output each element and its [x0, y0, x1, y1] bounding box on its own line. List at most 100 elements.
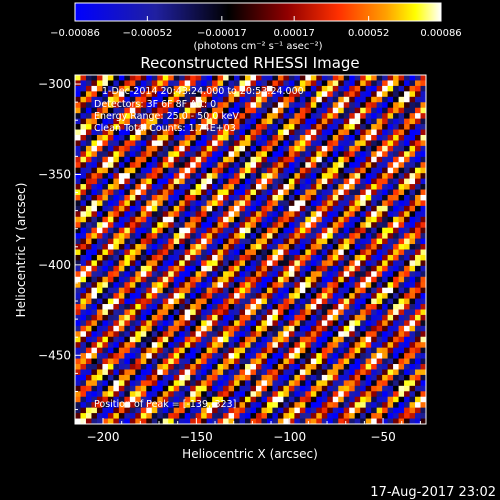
- heatmap-cell: [250, 85, 257, 92]
- heatmap-cell: [124, 391, 131, 398]
- heatmap-cell: [360, 222, 367, 229]
- heatmap-cell: [217, 342, 224, 349]
- heatmap-cell: [173, 75, 180, 81]
- heatmap-cell: [404, 358, 410, 365]
- heatmap-cell: [354, 320, 361, 327]
- heatmap-cell: [223, 129, 229, 136]
- heatmap-cell: [393, 304, 399, 310]
- heatmap-cell: [371, 314, 378, 321]
- heatmap-cell: [272, 124, 279, 130]
- heatmap-cell: [321, 227, 328, 234]
- heatmap-cell: [201, 140, 208, 147]
- heatmap-cell: [360, 211, 367, 218]
- heatmap-cell: [223, 216, 229, 223]
- heatmap-cell: [371, 205, 378, 212]
- heatmap-cell: [398, 194, 405, 201]
- heatmap-cell: [162, 391, 169, 398]
- heatmap-cell: [228, 140, 235, 147]
- heatmap-cell: [107, 113, 114, 120]
- heatmap-cell: [190, 271, 197, 278]
- heatmap-cell: [146, 402, 153, 409]
- heatmap-cell: [283, 134, 290, 141]
- heatmap-cell: [85, 260, 92, 267]
- heatmap-cell: [135, 205, 142, 212]
- heatmap-cell: [393, 173, 399, 180]
- heatmap-cell: [129, 194, 136, 201]
- heatmap-cell: [118, 407, 125, 414]
- heatmap-cell: [239, 347, 246, 354]
- heatmap-cell: [316, 320, 323, 327]
- heatmap-cell: [190, 178, 197, 185]
- heatmap-cell: [245, 320, 251, 327]
- heatmap-cell: [140, 102, 147, 109]
- heatmap-cell: [338, 364, 345, 370]
- heatmap-cell: [124, 178, 131, 185]
- heatmap-cell: [393, 200, 399, 207]
- heatmap-cell: [217, 293, 224, 299]
- heatmap-cell: [321, 156, 328, 163]
- heatmap-cell: [299, 91, 306, 98]
- heatmap-cell: [168, 91, 175, 98]
- heatmap-cell: [382, 162, 389, 169]
- heatmap-cell: [305, 287, 312, 294]
- heatmap-cell: [239, 260, 246, 267]
- heatmap-cell: [217, 162, 224, 169]
- heatmap-cell: [75, 205, 81, 212]
- heatmap-cell: [420, 407, 427, 414]
- heatmap-cell: [223, 276, 229, 283]
- heatmap-cell: [217, 194, 224, 201]
- heatmap-cell: [255, 364, 262, 370]
- heatmap-cell: [140, 96, 147, 103]
- heatmap-cell: [102, 194, 109, 201]
- heatmap-cell: [255, 374, 262, 381]
- heatmap-cell: [277, 233, 284, 239]
- heatmap-cell: [272, 418, 279, 425]
- heatmap-cell: [365, 162, 372, 169]
- heatmap-cell: [409, 320, 416, 327]
- heatmap-cell: [234, 249, 240, 256]
- heatmap-cell: [404, 336, 410, 343]
- heatmap-cell: [234, 194, 240, 201]
- heatmap-cell: [228, 233, 235, 239]
- heatmap-cell: [212, 96, 218, 103]
- heatmap-cell: [223, 413, 229, 419]
- heatmap-cell: [371, 276, 378, 283]
- heatmap-cell: [272, 80, 279, 87]
- heatmap-cell: [283, 129, 290, 136]
- heatmap-cell: [415, 233, 421, 239]
- heatmap-cell: [321, 402, 328, 409]
- heatmap-cell: [371, 385, 378, 392]
- heatmap-cell: [266, 205, 273, 212]
- heatmap-cell: [404, 162, 410, 169]
- heatmap-cell: [420, 151, 427, 158]
- heatmap-cell: [140, 353, 147, 359]
- heatmap-cell: [245, 418, 251, 425]
- heatmap-cell: [332, 396, 339, 403]
- heatmap-cell: [354, 314, 361, 321]
- heatmap-cell: [146, 129, 153, 136]
- heatmap-cell: [129, 140, 136, 147]
- heatmap-cell: [168, 276, 175, 283]
- heatmap-cell: [223, 184, 229, 190]
- heatmap-cell: [365, 189, 372, 196]
- heatmap-cell: [234, 336, 240, 343]
- heatmap-cell: [266, 216, 273, 223]
- heatmap-cell: [349, 194, 356, 201]
- heatmap-cell: [327, 162, 334, 169]
- heatmap-cell: [376, 205, 383, 212]
- heatmap-cell: [305, 293, 312, 299]
- heatmap-cell: [343, 233, 350, 239]
- heatmap-cell: [387, 254, 394, 261]
- heatmap-cell: [146, 407, 153, 414]
- heatmap-cell: [184, 173, 191, 180]
- heatmap-cell: [409, 298, 416, 305]
- heatmap-cell: [255, 162, 262, 169]
- heatmap-cell: [343, 216, 350, 223]
- heatmap-cell: [343, 396, 350, 403]
- heatmap-cell: [272, 304, 279, 310]
- heatmap-cell: [223, 238, 229, 245]
- heatmap-cell: [261, 124, 268, 130]
- heatmap-cell: [316, 271, 323, 278]
- heatmap-cell: [382, 309, 389, 316]
- heatmap-cell: [223, 205, 229, 212]
